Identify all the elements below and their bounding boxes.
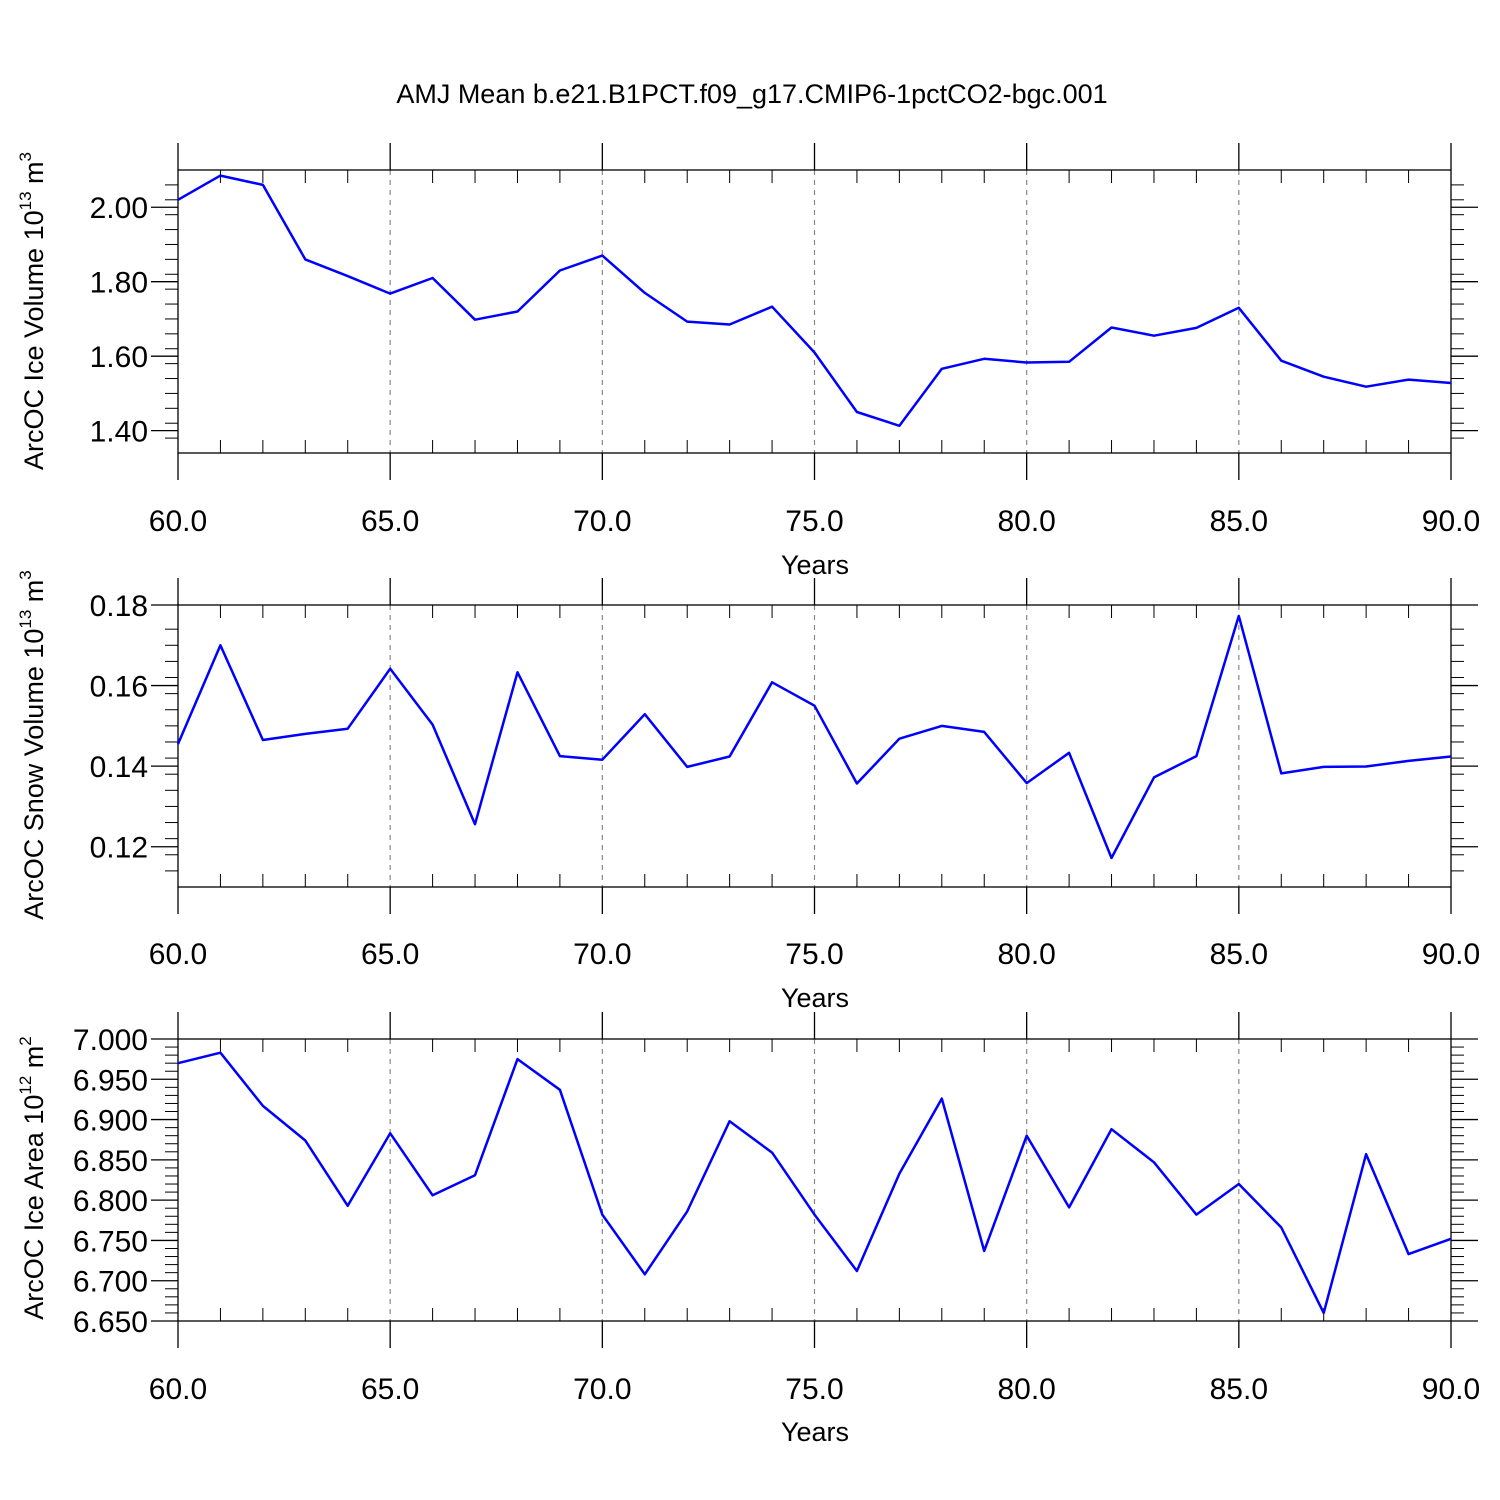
- y-tick-label: 0.14: [90, 751, 148, 784]
- x-tick-label: 65.0: [361, 505, 419, 538]
- x-tick-label: 90.0: [1422, 1373, 1480, 1406]
- x-tick-label: 80.0: [997, 1373, 1055, 1406]
- x-tick-label: 90.0: [1422, 938, 1480, 971]
- x-tick-label: 70.0: [573, 938, 631, 971]
- y-tick-labels: 1.40 1.60 1.80 2.00: [90, 192, 148, 448]
- y-tick-label: 0.12: [90, 832, 148, 865]
- x-tick-labels: 60.0 65.0 70.0 75.0 80.0 85.0 90.0: [149, 1373, 1480, 1406]
- tick-marks: [151, 143, 1478, 480]
- y-tick-label: 6.700: [73, 1266, 148, 1299]
- series-line-ice-volume: [177, 174, 1452, 428]
- series-line-ice-area: [177, 1051, 1452, 1315]
- y-tick-label: 2.00: [90, 192, 148, 225]
- x-tick-labels: 60.0 65.0 70.0 75.0 80.0 85.0 90.0: [149, 505, 1480, 538]
- x-tick-label: 80.0: [997, 938, 1055, 971]
- y-tick-label: 6.900: [73, 1105, 148, 1138]
- y-tick-label: 6.650: [73, 1306, 148, 1339]
- y-tick-label: 6.800: [73, 1185, 148, 1218]
- x-tick-label: 60.0: [149, 938, 207, 971]
- x-tick-label: 90.0: [1422, 505, 1480, 538]
- y-tick-label: 0.16: [90, 671, 148, 704]
- panel-ice-area: 60.0 65.0 70.0 75.0 80.0 85.0 90.0 6.6506.7006…: [16, 1012, 1480, 1447]
- x-tick-label: 85.0: [1210, 505, 1268, 538]
- x-axis-title: Years: [781, 983, 849, 1013]
- x-tick-label: 85.0: [1210, 1373, 1268, 1406]
- panel-snow-volume: 60.0 65.0 70.0 75.0 80.0 85.0 90.0 0.120.140.1…: [16, 570, 1480, 1013]
- y-tick-label: 7.000: [73, 1024, 148, 1057]
- grid-lines: [389, 170, 1240, 453]
- x-tick-label: 60.0: [149, 505, 207, 538]
- x-tick-label: 60.0: [149, 1373, 207, 1406]
- x-tick-label: 65.0: [361, 1373, 419, 1406]
- y-tick-label: 1.80: [90, 267, 148, 300]
- x-tick-label: 75.0: [785, 1373, 843, 1406]
- y-tick-label: 6.750: [73, 1225, 148, 1258]
- y-axis-title: ArcOC Snow Volume 1013 m3: [16, 570, 49, 920]
- x-tick-label: 75.0: [785, 938, 843, 971]
- panel-ice-volume: 60.0 65.0 70.0 75.0 80.0 85.0 90.0 1.40 1.60 1.8…: [16, 143, 1480, 580]
- x-tick-label: 65.0: [361, 938, 419, 971]
- x-tick-label: 70.0: [573, 1373, 631, 1406]
- y-tick-labels: 0.12 0.14 0.16 0.18: [90, 590, 148, 865]
- tick-marks: [151, 578, 1478, 914]
- x-tick-labels: 60.0 65.0 70.0 75.0 80.0 85.0 90.0: [149, 938, 1480, 971]
- y-axis-title: ArcOC Ice Volume 1013 m3: [16, 152, 49, 470]
- y-tick-label: 6.950: [73, 1064, 148, 1097]
- x-axis-title: Years: [781, 1417, 849, 1447]
- tick-marks: [151, 1012, 1478, 1348]
- series-line-snow-volume: [176, 614, 1452, 860]
- x-tick-label: 75.0: [785, 505, 843, 538]
- grid-lines: [389, 1039, 1240, 1321]
- x-axis-title: Years: [781, 550, 849, 580]
- y-tick-label: 1.60: [90, 341, 148, 374]
- y-tick-labels: 6.650 6.700 6.750 6.800 6.850 6.900 6.950 7.000: [73, 1024, 148, 1339]
- x-tick-label: 85.0: [1210, 938, 1268, 971]
- x-tick-label: 80.0: [997, 505, 1055, 538]
- y-axis-title: ArcOC Ice Area 1012 m2: [16, 1036, 49, 1320]
- y-tick-label: 0.18: [90, 590, 148, 623]
- x-tick-label: 70.0: [573, 505, 631, 538]
- y-tick-label: 6.850: [73, 1145, 148, 1178]
- figure-title: AMJ Mean b.e21.B1PCT.f09_g17.CMIP6-1pctC…: [396, 79, 1107, 109]
- y-tick-label: 1.40: [90, 416, 148, 449]
- grid-lines: [389, 605, 1240, 887]
